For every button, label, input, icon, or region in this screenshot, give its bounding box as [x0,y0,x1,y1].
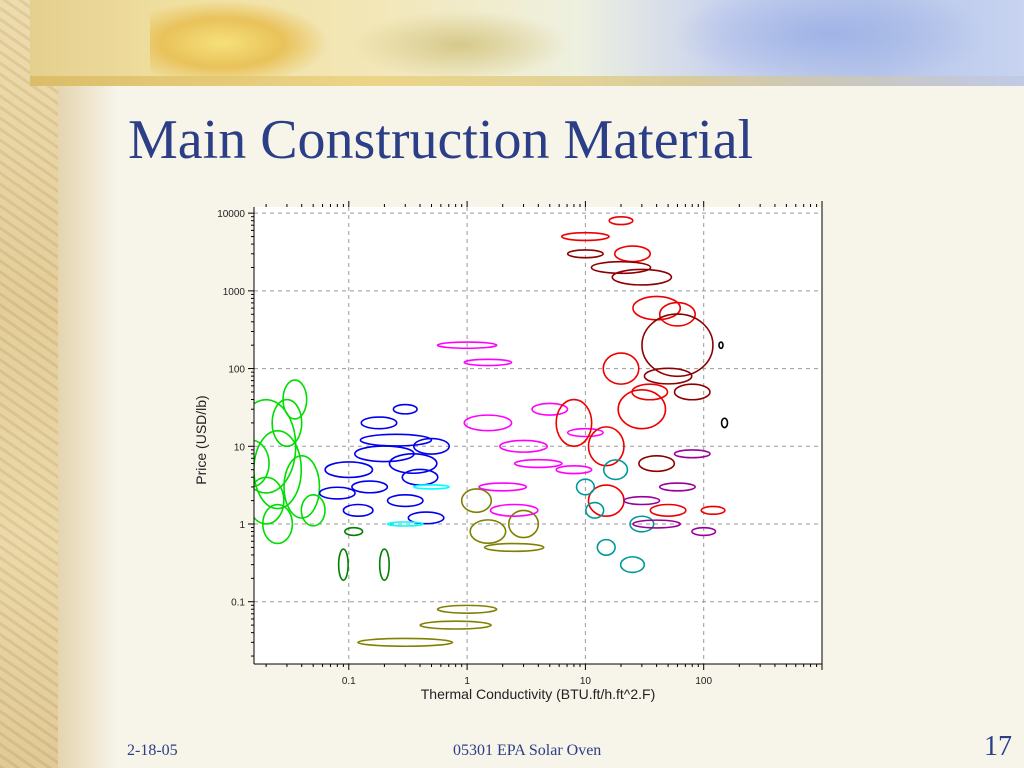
material-ellipse-0 [282,379,308,420]
material-ellipse-6 [566,249,604,259]
material-ellipse-1 [351,480,389,494]
material-ellipse-5 [658,301,697,327]
material-ellipse-10 [720,417,729,429]
material-ellipse-2 [483,542,545,553]
material-ellipse-9 [691,526,717,537]
y-tick-label: 0.1 [231,598,245,609]
y-tick-label: 100 [228,365,245,376]
material-ellipse-6 [590,260,652,275]
material-ellipse-10 [718,341,724,350]
material-ellipse-2 [507,509,540,539]
top-banner-image [30,0,1024,86]
material-ellipse-1 [324,461,374,479]
material-ellipse-4 [513,458,563,469]
material-ellipse-9 [632,519,682,529]
material-ellipse-4 [489,503,539,517]
footer-date: 2-18-05 [127,742,178,759]
y-tick-label: 1 [239,520,245,531]
material-ellipse-7 [596,538,616,556]
material-ellipse-5 [587,426,625,467]
material-ellipse-1 [386,493,424,508]
footer-title: 05301 EPA Solar Oven [453,742,602,759]
material-ellipse-3 [337,548,349,581]
material-ellipse-4 [566,427,604,438]
material-ellipse-3 [378,548,390,581]
material-ellipse-7 [575,478,596,496]
material-ellipse-9 [658,482,697,492]
material-ellipse-9 [673,449,711,459]
material-ellipse-6 [611,268,673,286]
x-tick-label: 1 [464,676,470,687]
parchment-border [0,0,58,768]
material-ellipse-1 [342,503,374,517]
material-ellipse-1 [388,453,438,475]
x-tick-label: 10 [580,676,592,687]
material-ellipse-6 [643,367,693,385]
material-ellipse-1 [407,511,445,525]
material-ellipse-1 [359,433,433,447]
material-scatter-chart: 0.1 1 10 100 0.1 1 10 100 1000 10000 Price (USD/lb… [193,201,823,702]
material-ellipse-5 [555,398,593,448]
material-ellipse-9 [623,495,661,506]
y-tick-label: 1000 [223,287,246,298]
material-ellipse-0 [283,455,321,519]
material-ellipse-5 [602,352,640,385]
material-ellipse-1 [318,486,356,500]
material-ellipse-4 [463,414,513,432]
material-ellipse-4 [463,358,513,367]
x-tick-label: 0.1 [342,676,356,687]
slide-number: 17 [984,731,1012,762]
material-ellipse-7 [629,515,655,533]
material-ellipse-4 [436,341,498,350]
material-ellipse-2 [469,519,507,544]
plot-area [254,207,822,664]
material-ellipse-0 [254,430,303,510]
material-ellipse-2 [436,604,498,614]
material-ellipse-5 [700,505,726,516]
material-ellipse-8 [386,521,424,527]
x-axis-label: Thermal Conductivity (BTU.ft/h.ft^2.F) [421,686,656,702]
material-ellipse-6 [673,383,711,401]
material-ellipse-4 [555,465,593,475]
material-ellipse-6 [638,454,676,473]
material-ellipse-2 [357,637,454,648]
material-ellipse-7 [602,459,629,481]
x-tick-label: 100 [695,676,712,687]
material-ellipse-4 [478,482,528,492]
material-ellipse-7 [619,556,646,574]
y-tick-label: 10000 [217,209,245,220]
material-ellipse-4 [499,439,549,453]
material-ellipse-3 [344,526,364,537]
material-ellipse-0 [261,503,294,545]
material-ellipse-1 [360,416,398,430]
material-ellipse-7 [585,501,605,519]
material-ellipse-5 [617,388,667,430]
material-ellipse-1 [392,403,418,415]
material-ellipse-8 [412,484,451,490]
material-ellipse-0 [271,398,303,448]
material-ellipse-2 [419,620,492,630]
data-marks [254,215,729,648]
y-axis-label: Price (USD/lb) [193,395,209,484]
material-ellipse-1 [412,437,451,455]
material-ellipse-4 [531,402,569,416]
parchment-fade [58,0,118,768]
material-ellipse-6 [641,313,714,378]
material-ellipse-0 [300,493,326,527]
material-ellipse-5 [649,503,687,517]
material-ellipse-2 [460,488,493,514]
material-ellipse-0 [254,439,270,488]
material-ellipse-5 [631,383,669,401]
material-ellipse-5 [608,215,634,226]
material-ellipse-5 [560,231,610,242]
y-tick-label: 10 [234,442,246,453]
slide-title: Main Construction Material [128,109,754,171]
